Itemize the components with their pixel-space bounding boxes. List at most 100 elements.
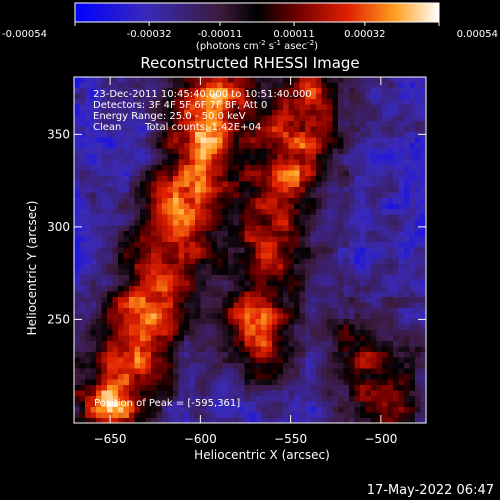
heatmap-cell <box>294 341 300 347</box>
heatmap-cell <box>250 363 256 369</box>
heatmap-cell <box>244 220 251 226</box>
heatmap-cell <box>327 181 333 188</box>
heatmap-cell <box>382 214 388 221</box>
heatmap-cell <box>266 363 273 369</box>
heatmap-cell <box>90 104 97 111</box>
heatmap-cell <box>349 115 355 122</box>
heatmap-cell <box>321 346 328 353</box>
heatmap-cell <box>261 137 267 144</box>
heatmap-cell <box>173 192 179 199</box>
heatmap-cell <box>294 154 300 160</box>
heatmap-cell <box>338 220 344 226</box>
heatmap-cell <box>272 280 278 287</box>
heatmap-cell <box>305 93 311 100</box>
heatmap-cell <box>211 357 218 364</box>
heatmap-cell <box>255 330 262 336</box>
heatmap-cell <box>123 286 130 292</box>
heatmap-cell <box>244 401 251 408</box>
heatmap-cell <box>360 264 366 270</box>
heatmap-cell <box>387 148 394 155</box>
heatmap-cell <box>415 231 421 237</box>
heatmap-cell <box>404 137 410 144</box>
heatmap-cell <box>420 137 426 144</box>
heatmap-cell <box>277 126 284 133</box>
heatmap-cell <box>283 154 289 160</box>
heatmap-cell <box>283 231 289 237</box>
heatmap-cell <box>167 368 174 375</box>
heatmap-cell <box>299 335 306 342</box>
heatmap-cell <box>288 412 295 419</box>
heatmap-cell <box>184 192 190 199</box>
heatmap-cell <box>178 137 185 144</box>
heatmap-cell <box>398 269 405 276</box>
heatmap-cell <box>79 93 86 100</box>
heatmap-cell <box>206 363 212 369</box>
heatmap-cell <box>233 93 240 100</box>
heatmap-cell <box>206 286 212 292</box>
heatmap-cell <box>123 346 130 353</box>
heatmap-cell <box>184 148 190 155</box>
heatmap-cell <box>195 346 201 353</box>
heatmap-cell <box>189 77 196 83</box>
heatmap-cell <box>134 247 141 254</box>
heatmap-cell <box>211 330 218 336</box>
heatmap-cell <box>321 264 328 270</box>
heatmap-cell <box>398 121 405 127</box>
heatmap-cell <box>415 121 421 127</box>
heatmap-cell <box>217 280 223 287</box>
heatmap-cell <box>140 88 146 94</box>
heatmap-cell <box>74 253 80 259</box>
heatmap-cell <box>393 253 399 259</box>
heatmap-cell <box>310 407 317 413</box>
heatmap-cell <box>283 225 289 232</box>
heatmap-cell <box>217 148 223 155</box>
heatmap-cell <box>360 236 366 243</box>
heatmap-cell <box>129 258 135 265</box>
heatmap-cell <box>327 390 333 397</box>
heatmap-cell <box>90 407 97 413</box>
heatmap-cell <box>101 335 108 342</box>
heatmap-cell <box>321 269 328 276</box>
heatmap-cell <box>189 374 196 380</box>
heatmap-cell <box>360 225 366 232</box>
heatmap-cell <box>239 93 245 100</box>
heatmap-cell <box>107 308 113 314</box>
heatmap-cell <box>316 181 322 188</box>
heatmap-cell <box>277 170 284 177</box>
heatmap-cell <box>244 357 251 364</box>
heatmap-cell <box>217 110 223 116</box>
heatmap-cell <box>327 159 333 166</box>
heatmap-cell <box>101 368 108 375</box>
heatmap-cell <box>156 258 163 265</box>
heatmap-cell <box>354 418 361 423</box>
heatmap-cell <box>343 110 350 116</box>
heatmap-cell <box>189 258 196 265</box>
heatmap-cell <box>327 275 333 281</box>
heatmap-cell <box>228 346 234 353</box>
heatmap-cell <box>206 110 212 116</box>
heatmap-cell <box>365 412 372 419</box>
heatmap-cell <box>79 132 86 138</box>
heatmap-cell <box>338 401 344 408</box>
heatmap-cell <box>415 137 421 144</box>
heatmap-cell <box>266 275 273 281</box>
heatmap-cell <box>255 214 262 221</box>
heatmap-cell <box>79 319 86 325</box>
heatmap-cell <box>217 335 223 342</box>
heatmap-cell <box>398 247 405 254</box>
heatmap-cell <box>217 220 223 226</box>
heatmap-cell <box>211 297 218 303</box>
heatmap-cell <box>206 346 212 353</box>
heatmap-cell <box>250 203 256 210</box>
heatmap-cell <box>184 220 190 226</box>
heatmap-cell <box>294 407 300 413</box>
heatmap-cell <box>96 148 102 155</box>
heatmap-cell <box>140 280 146 287</box>
heatmap-cell <box>134 302 141 309</box>
heatmap-cell <box>74 280 80 287</box>
heatmap-cell <box>134 159 141 166</box>
heatmap-cell <box>189 126 196 133</box>
heatmap-cell <box>101 165 108 171</box>
heatmap-cell <box>415 297 421 303</box>
heatmap-cell <box>162 93 168 100</box>
